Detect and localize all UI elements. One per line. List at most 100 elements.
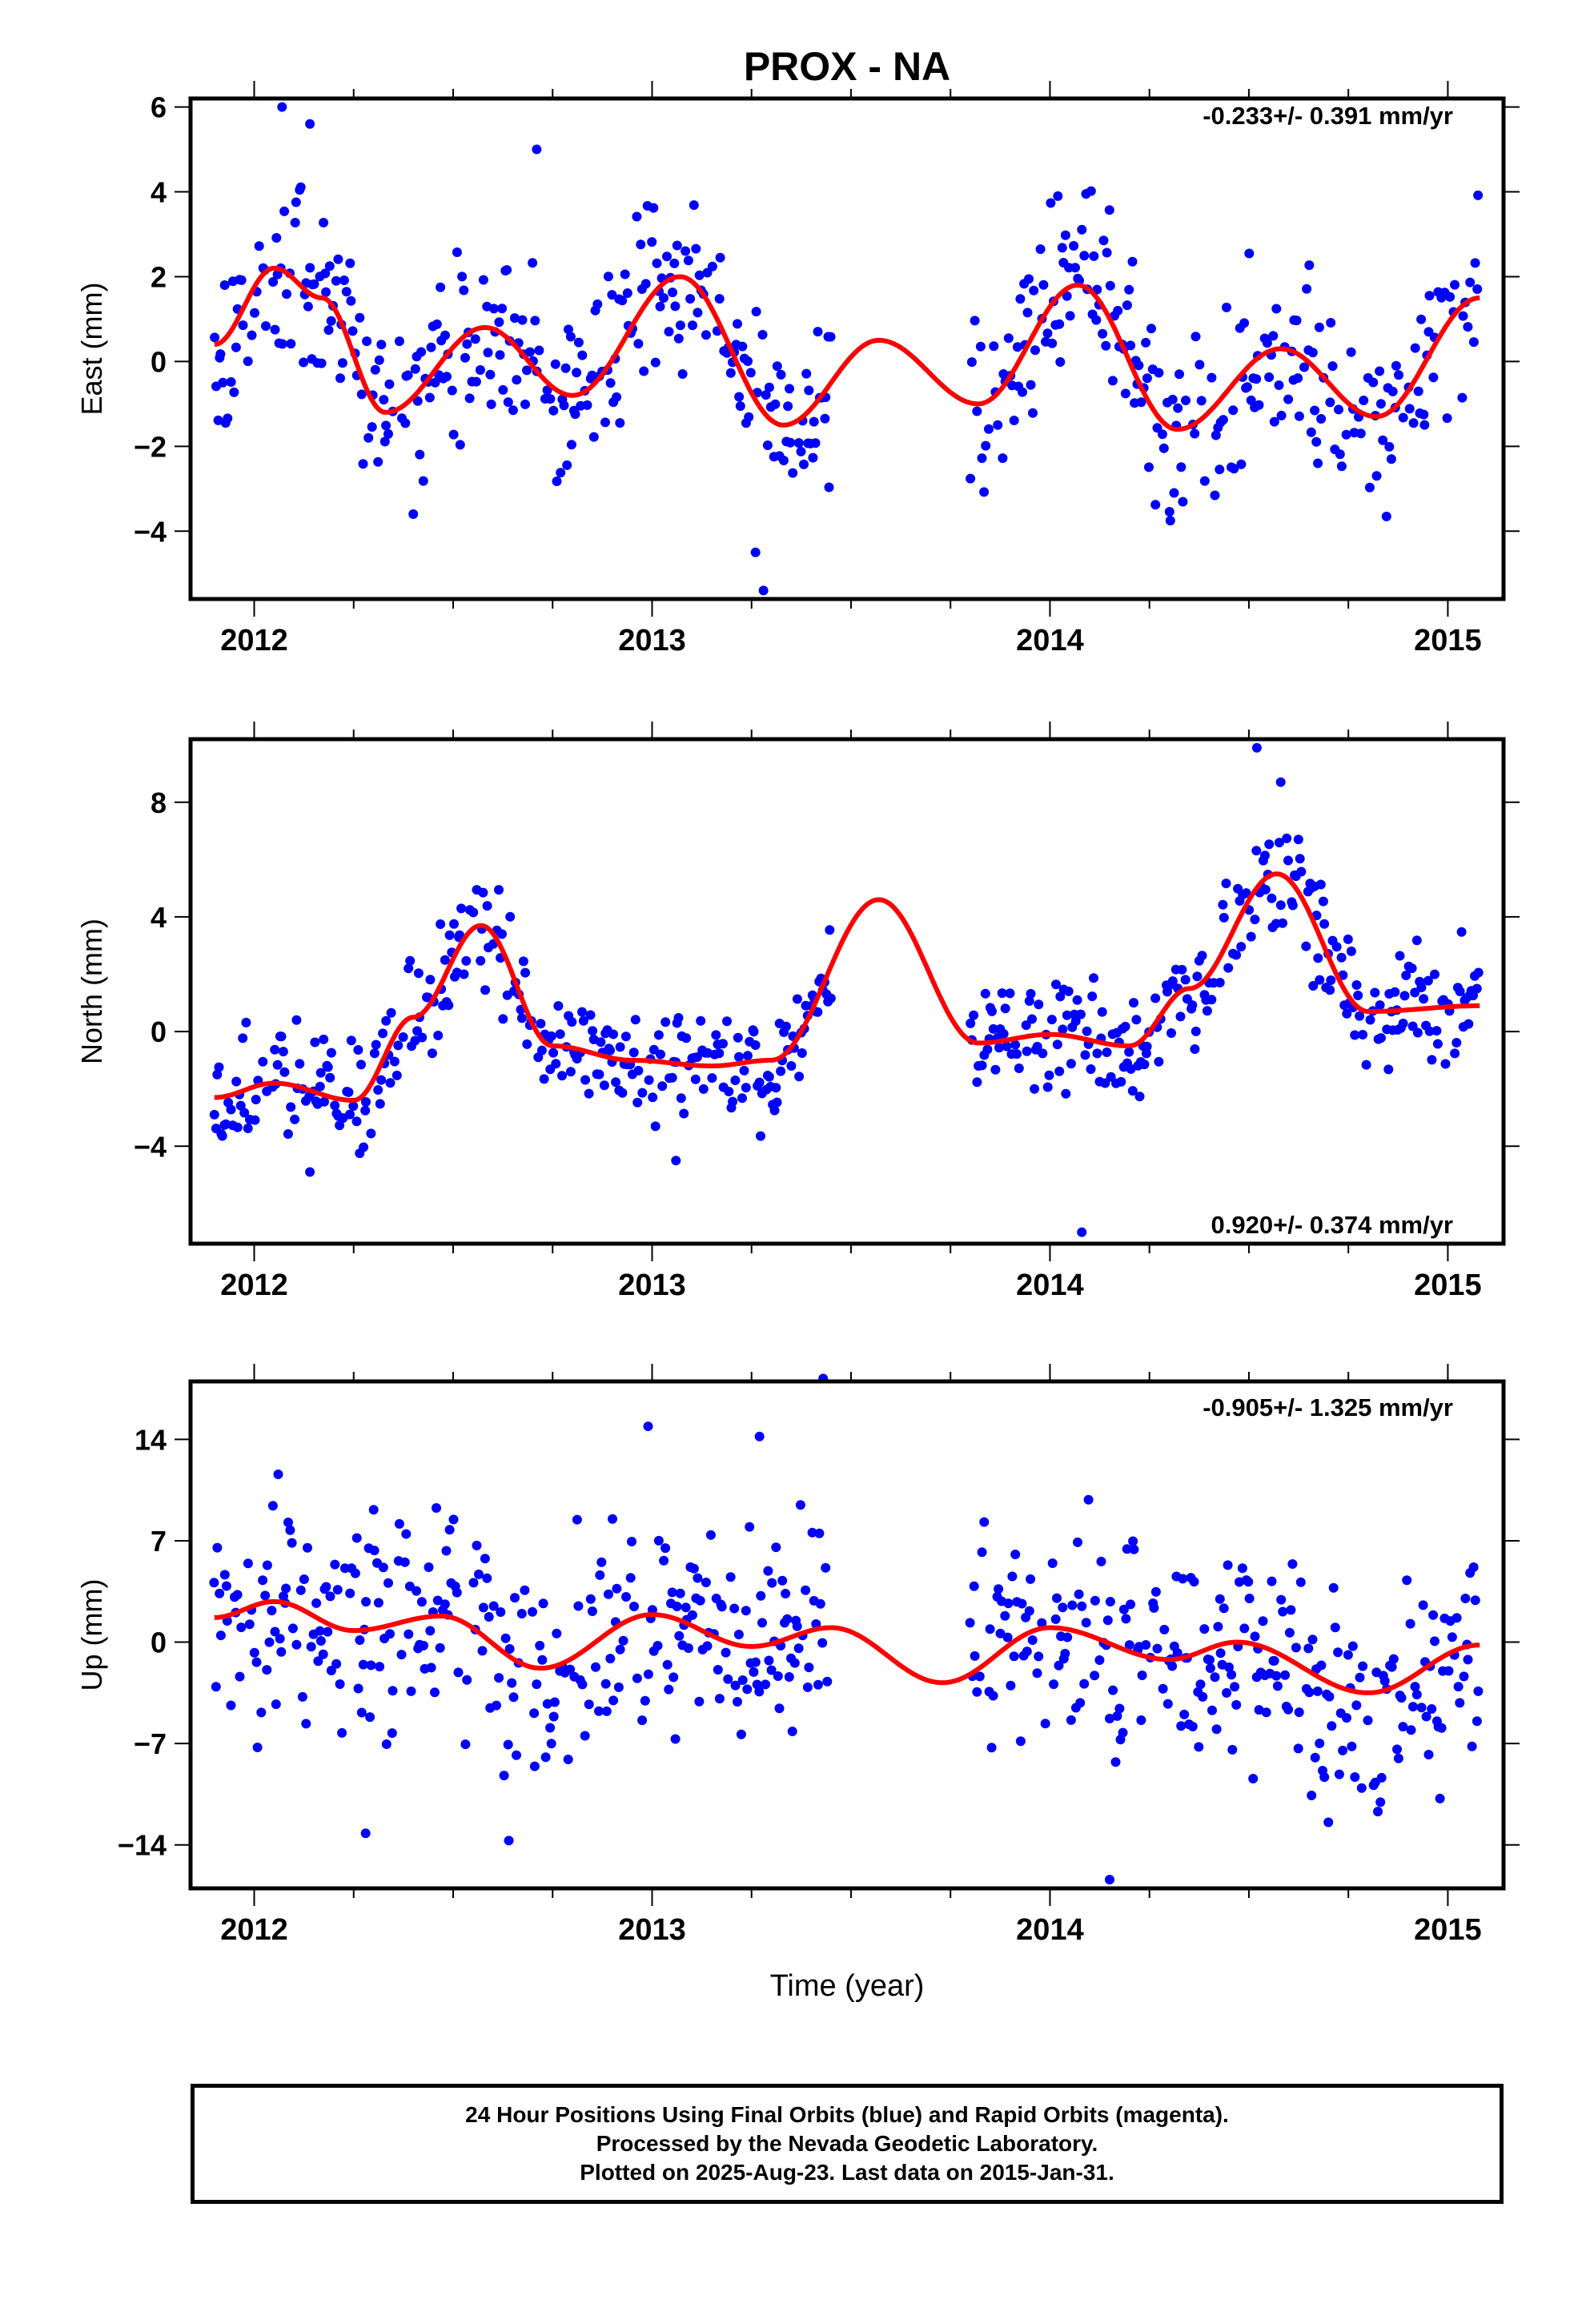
data-point — [335, 1679, 345, 1689]
data-point — [1463, 322, 1473, 332]
data-point — [639, 366, 649, 376]
data-point — [648, 1092, 658, 1103]
data-point — [1440, 1059, 1451, 1069]
data-point — [462, 339, 472, 349]
data-point — [723, 1674, 733, 1684]
data-point — [226, 1104, 236, 1115]
data-point — [243, 356, 253, 367]
data-point — [1010, 1550, 1021, 1559]
data-point — [655, 301, 665, 312]
data-point — [714, 294, 725, 304]
data-point — [630, 1015, 640, 1025]
data-point — [1267, 1576, 1277, 1586]
data-point — [693, 1573, 703, 1583]
data-point — [1108, 1685, 1118, 1695]
data-point — [351, 1533, 362, 1543]
data-point — [370, 364, 380, 375]
data-point — [820, 413, 830, 424]
data-point — [772, 1097, 782, 1108]
data-point — [459, 969, 469, 979]
data-point — [552, 1628, 562, 1638]
data-point — [825, 993, 836, 1003]
data-point — [730, 1680, 741, 1691]
data-point — [1283, 1704, 1294, 1715]
data-point — [1205, 1663, 1215, 1674]
data-point — [1173, 403, 1183, 413]
data-point — [1142, 373, 1152, 384]
data-point — [659, 293, 669, 303]
data-point — [1373, 1807, 1383, 1817]
data-point — [608, 1514, 617, 1524]
data-point — [1120, 388, 1130, 399]
data-point — [1082, 1026, 1092, 1036]
data-point — [1278, 1606, 1288, 1617]
data-point — [1468, 1562, 1479, 1572]
data-point — [689, 1563, 699, 1574]
data-point — [1264, 839, 1275, 850]
data-point — [1334, 1769, 1344, 1779]
data-point — [305, 1167, 315, 1177]
data-point — [346, 1035, 356, 1046]
data-point — [497, 929, 507, 939]
data-point — [793, 438, 804, 448]
data-point — [1371, 471, 1382, 481]
x-tick-label: 2012 — [220, 624, 288, 657]
data-point — [815, 1598, 825, 1609]
y-tick-label: 4 — [151, 176, 167, 209]
data-point — [1248, 1774, 1259, 1783]
data-point — [754, 1431, 765, 1441]
data-point — [261, 321, 271, 332]
data-point — [486, 399, 496, 409]
data-point — [585, 1594, 596, 1604]
data-point — [279, 206, 290, 216]
data-point — [1395, 951, 1405, 961]
data-point — [1343, 934, 1353, 944]
data-point — [1126, 1063, 1136, 1074]
plot-frame — [188, 737, 1506, 1246]
data-point — [267, 1606, 277, 1616]
y-tick-label: 4 — [151, 901, 167, 934]
data-point — [528, 1606, 537, 1617]
rate-label: -0.905+/- 1.325 mm/yr — [1203, 1393, 1453, 1421]
data-point — [301, 1719, 311, 1729]
data-point — [1375, 1000, 1385, 1011]
data-point — [417, 1032, 428, 1043]
data-point — [412, 1586, 422, 1596]
data-point — [1287, 1559, 1298, 1569]
data-point — [432, 319, 442, 329]
data-point — [1416, 983, 1427, 993]
data-point — [1060, 1648, 1070, 1659]
data-point — [733, 319, 742, 329]
data-point — [1167, 1661, 1178, 1671]
data-point — [316, 358, 327, 368]
data-point — [1412, 1027, 1423, 1038]
data-point — [385, 1629, 395, 1639]
data-point — [1351, 1700, 1362, 1711]
data-point — [550, 359, 560, 369]
data-point — [1436, 1723, 1447, 1733]
data-point — [1121, 1614, 1131, 1624]
data-point — [632, 1673, 642, 1683]
data-point — [605, 378, 616, 388]
data-point — [603, 271, 613, 282]
data-point — [552, 476, 562, 486]
data-point — [761, 390, 771, 400]
data-point — [210, 332, 220, 343]
data-point — [369, 1048, 379, 1059]
data-point — [1293, 373, 1303, 384]
data-point — [615, 1644, 625, 1655]
data-point — [1419, 994, 1429, 1004]
data-point — [1376, 1772, 1387, 1783]
data-point — [536, 1019, 546, 1029]
data-point — [478, 887, 488, 898]
data-point — [621, 1592, 631, 1602]
data-point — [1213, 1622, 1223, 1632]
data-point — [669, 1672, 679, 1683]
data-point — [608, 1695, 619, 1706]
data-point — [792, 994, 802, 1004]
data-point — [636, 239, 646, 250]
data-point — [788, 468, 798, 478]
data-point — [1299, 362, 1309, 372]
data-point — [661, 1017, 671, 1027]
